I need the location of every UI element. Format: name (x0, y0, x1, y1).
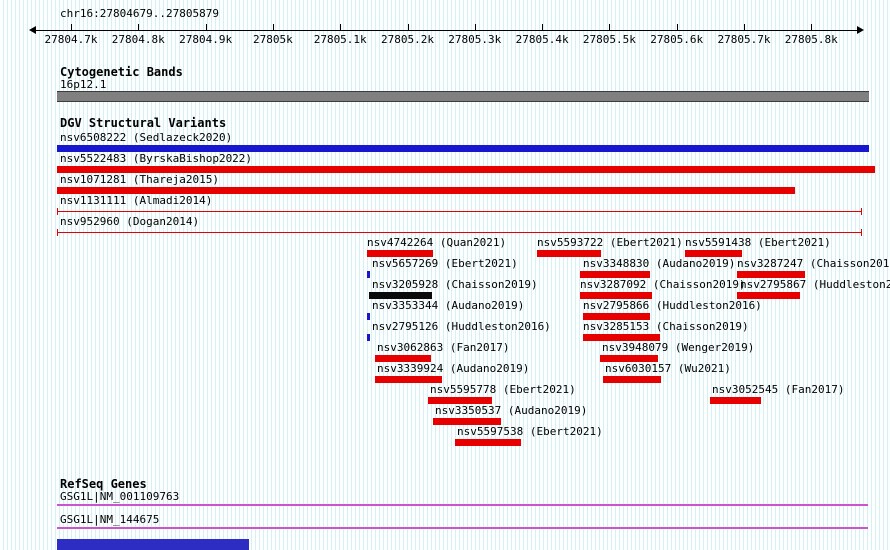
ruler-tick-label: 27804.9k (179, 33, 233, 46)
variant-bar[interactable] (580, 292, 652, 299)
variant-bar[interactable] (367, 313, 370, 320)
ruler-tick-label: 27804.8k (111, 33, 165, 46)
variant-label: nsv3339924 (Audano2019) (377, 362, 530, 375)
variant-label: nsv3052545 (Fan2017) (712, 383, 845, 396)
variant-bar[interactable] (710, 397, 761, 404)
ruler-tick-mark (138, 24, 140, 30)
variant-bar[interactable] (57, 145, 869, 152)
variant-label: nsv5522483 (ByrskaBishop2022) (60, 152, 253, 165)
ruler-tick-label: 27805.5k (582, 33, 636, 46)
ruler-tick-mark (609, 24, 611, 30)
variant-label: nsv3205928 (Chaisson2019) (372, 278, 538, 291)
variant-bar[interactable] (583, 334, 660, 341)
ruler-tick-label: 27805k (253, 33, 293, 46)
variant-bar[interactable] (603, 376, 661, 383)
ruler-tick-label: 27805.7k (717, 33, 771, 46)
overview-scrollbar[interactable] (57, 539, 249, 550)
variant-label: nsv3348830 (Audano2019) (583, 257, 736, 270)
variant-bar[interactable] (685, 250, 742, 257)
variant-label: nsv3353344 (Audano2019) (372, 299, 525, 312)
cytoband-label: 16p12.1 (60, 78, 107, 91)
refseq-track: GSG1L|NM_001109763 GSG1L|NM_144675 (0, 491, 890, 541)
variant-label: nsv1071281 (Thareja2015) (60, 173, 219, 186)
variant-bar[interactable] (428, 397, 492, 404)
ruler-axis (35, 30, 857, 31)
ruler-tick-mark (811, 24, 813, 30)
variant-label: nsv1131111 (Almadi2014) (60, 194, 213, 207)
ruler-tick-mark (71, 24, 72, 30)
variant-bar[interactable] (375, 376, 442, 383)
refseq-track-title: RefSeq Genes (60, 477, 147, 491)
ruler-tick-label: 27805.1k (313, 33, 367, 46)
variant-bar[interactable] (57, 208, 862, 215)
variant-bar[interactable] (600, 355, 658, 362)
ruler-tick-label: 27804.7k (44, 33, 98, 46)
variant-bar[interactable] (455, 439, 521, 446)
variant-label: nsv4742264 (Quan2021) (367, 236, 507, 249)
dgv-track: nsv6508222 (Sedlazeck2020) nsv5522483 (By… (0, 132, 890, 462)
region-coordinates: chr16:27804679..27805879 (60, 7, 219, 20)
variant-bar[interactable] (737, 271, 805, 278)
variant-label: nsv3285153 (Chaisson2019) (583, 320, 749, 333)
variant-label: nsv3287247 (Chaisson2019) (737, 257, 890, 270)
variant-bar[interactable] (367, 271, 370, 278)
ruler-tick-mark (407, 24, 409, 30)
variant-bar[interactable] (57, 166, 875, 173)
ruler-tick-mark (340, 24, 342, 30)
gene-line[interactable] (57, 504, 868, 506)
variant-label: nsv2795866 (Huddleston2016) (583, 299, 762, 312)
gene-label: GSG1L|NM_001109763 (60, 490, 180, 503)
ruler-tick-mark (272, 24, 274, 30)
ruler-tick-label: 27805.6k (650, 33, 704, 46)
variant-label: nsv3350537 (Audano2019) (435, 404, 588, 417)
variant-bar[interactable] (57, 187, 795, 194)
variant-label: nsv5657269 (Ebert2021) (372, 257, 518, 270)
variant-label: nsv3287092 (Chaisson2019) (580, 278, 746, 291)
ruler-tick-mark (474, 24, 476, 30)
variant-label: nsv3062863 (Fan2017) (377, 341, 510, 354)
ruler-tick-label: 27805.2k (381, 33, 434, 46)
variant-bar[interactable] (367, 334, 370, 341)
variant-bar[interactable] (369, 292, 432, 299)
variant-bar[interactable] (737, 292, 800, 299)
variant-label: nsv6030157 (Wu2021) (605, 362, 731, 375)
cytoband-track-title: Cytogenetic Bands (60, 65, 183, 79)
variant-bar[interactable] (583, 313, 650, 320)
ruler-tick-label: 27805.3k (448, 33, 502, 46)
variant-label: nsv3948079 (Wenger2019) (602, 341, 755, 354)
variant-label: nsv2795867 (Huddleston2016) (740, 278, 890, 291)
gene-label: GSG1L|NM_144675 (60, 513, 160, 526)
variant-bar[interactable] (433, 418, 501, 425)
variant-label: nsv5591438 (Ebert2021) (685, 236, 831, 249)
variant-label: nsv5593722 (Ebert2021) (537, 236, 683, 249)
dgv-track-title: DGV Structural Variants (60, 116, 227, 130)
variant-label: nsv952960 (Dogan2014) (60, 215, 200, 228)
variant-bar[interactable] (580, 271, 650, 278)
ruler-tick-mark (676, 24, 678, 30)
variant-label: nsv2795126 (Huddleston2016) (372, 320, 551, 333)
ruler-tick-mark (542, 24, 544, 30)
variant-label: nsv5595778 (Ebert2021) (430, 383, 576, 396)
variant-bar[interactable] (537, 250, 601, 257)
ruler-left-arrow-icon (29, 26, 36, 34)
ruler-tick-mark (205, 24, 207, 30)
variant-bar[interactable] (375, 355, 431, 362)
variant-label: nsv6508222 (Sedlazeck2020) (60, 131, 233, 144)
cytoband-bar[interactable] (57, 91, 869, 102)
variant-label: nsv5597538 (Ebert2021) (457, 425, 603, 438)
ruler-tick-label: 27805.4k (515, 33, 569, 46)
variant-bar[interactable] (367, 250, 433, 257)
gene-line[interactable] (57, 527, 868, 529)
variant-bar[interactable] (57, 229, 862, 236)
ruler-tick-label: 27805.8k (784, 33, 838, 46)
ruler-right-arrow-icon (857, 26, 864, 34)
ruler-tick-mark (744, 24, 745, 30)
